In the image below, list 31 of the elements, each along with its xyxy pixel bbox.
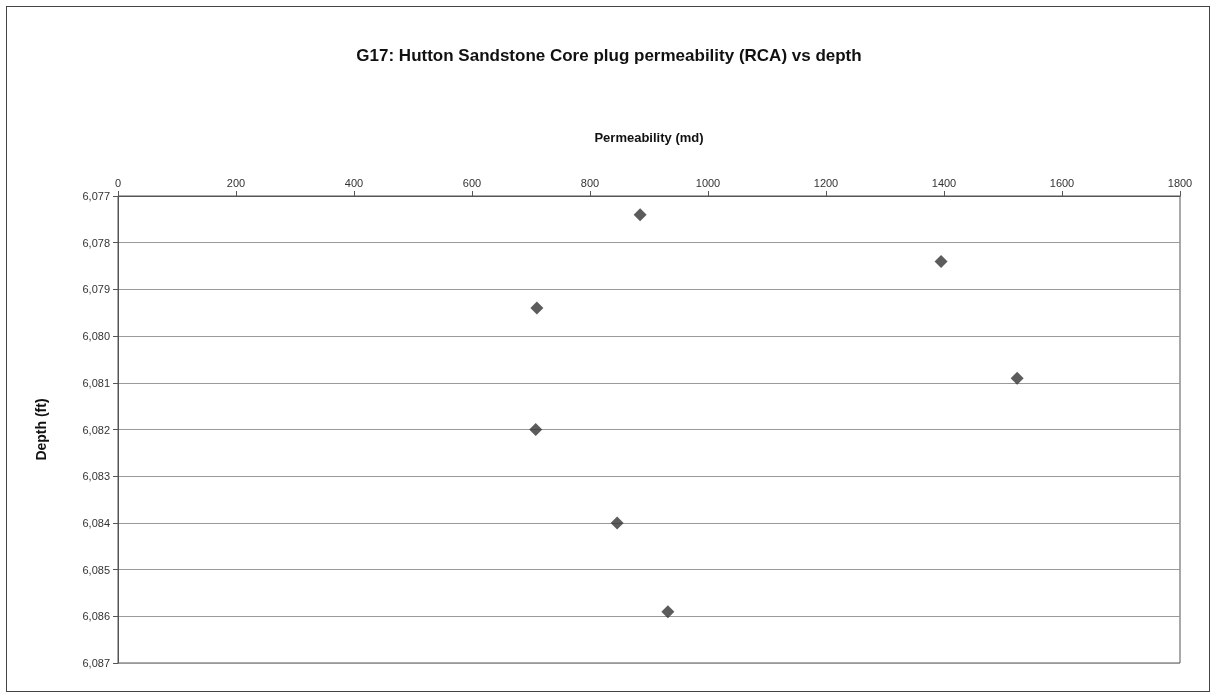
x-axis-title: Permeability (md) — [594, 130, 704, 145]
y-tick-label: 6,080 — [82, 330, 110, 343]
point — [529, 423, 543, 436]
x-tick-label: 1000 — [695, 176, 721, 189]
x-tick-label: 200 — [226, 176, 246, 189]
chart-title: G17: Hutton Sandstone Core plug permeability (RCA) vs depth — [356, 46, 862, 65]
y-tick-label: 6,087 — [82, 657, 110, 669]
point — [661, 605, 675, 619]
point — [1010, 371, 1024, 385]
x-tick-label: 800 — [580, 176, 600, 189]
x-tick-label: 1600 — [1049, 176, 1075, 189]
x-tick-label: 1400 — [931, 176, 957, 189]
y-tick-label: 6,077 — [82, 190, 110, 202]
y-tick-label: 6,079 — [82, 283, 110, 296]
y-tick-label: 6,081 — [82, 376, 110, 389]
point — [610, 516, 624, 530]
point — [633, 208, 647, 222]
y-axis-title: Depth (ft) — [33, 398, 49, 461]
x-tick-label: 1800 — [1167, 176, 1193, 189]
point — [934, 254, 948, 268]
y-tick-label: 6,086 — [82, 610, 110, 623]
x-tick-label: 600 — [462, 176, 482, 189]
y-tick-label: 6,082 — [82, 423, 110, 436]
x-tick-label: 0 — [114, 176, 122, 189]
y-tick-label: 6,085 — [82, 563, 110, 576]
y-tick-label: 6,084 — [82, 516, 110, 529]
x-tick-label: 400 — [344, 176, 364, 189]
point — [530, 301, 544, 315]
y-tick-label: 6,078 — [82, 236, 110, 249]
y-tick-label: 6,083 — [82, 470, 110, 483]
x-tick-label: 1200 — [813, 176, 839, 189]
